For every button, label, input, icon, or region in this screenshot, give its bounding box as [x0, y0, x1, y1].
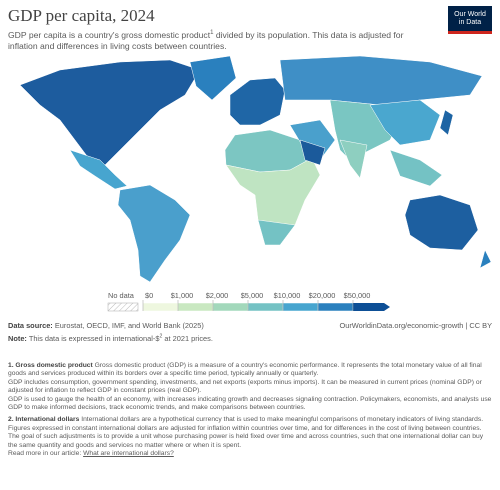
- legend-label: $2,000: [206, 291, 229, 300]
- india: [339, 139, 368, 179]
- footnote-text: International dollars are a hypothetical…: [81, 416, 484, 424]
- footnote-text: Figures expressed in constant internatio…: [8, 424, 482, 432]
- footnote-heading: 1. Gross domestic product: [8, 362, 93, 369]
- arabia: [299, 139, 326, 166]
- legend-swatch: [212, 302, 249, 312]
- footnote-text: Read more in our article:: [8, 450, 82, 458]
- logo[interactable]: Our World in Data: [448, 6, 492, 34]
- north-america: [19, 59, 201, 166]
- footnote-text: The goal of such adjustments is to provi…: [8, 433, 484, 449]
- footnote-ref: 2: [159, 333, 163, 340]
- source-label: Data source:: [8, 321, 53, 330]
- legend-label: $10,000: [274, 291, 301, 300]
- source-text: Eurostat, OECD, IMF, and World Bank (202…: [54, 321, 204, 330]
- footnote-text: GDP is used to gauge the health of an ec…: [8, 395, 492, 412]
- subtitle-text: divided by its population. This data is …: [8, 30, 404, 51]
- footnote: 1. Gross domestic product Gross domestic…: [8, 362, 492, 412]
- australia: [404, 194, 479, 251]
- legend-swatch: [317, 302, 354, 312]
- footnote-link[interactable]: What are international dollars?: [83, 450, 174, 458]
- footnote-heading: 2. International dollars: [8, 416, 80, 424]
- subtitle: GDP per capita is a country's gross dome…: [8, 30, 408, 52]
- legend-label: $1,000: [171, 291, 194, 300]
- note-text: at 2021 prices.: [162, 334, 213, 343]
- subtitle-text: GDP per capita is a country's gross dome…: [8, 30, 211, 40]
- southern-africa: [257, 219, 296, 246]
- legend: No data $0 $1,000 $2,000 $5,000 $10,000 $20,0…: [107, 291, 390, 312]
- china: [369, 99, 441, 146]
- south-america: [117, 184, 191, 283]
- url[interactable]: OurWorldinData.org/economic-growth | CC …: [339, 321, 492, 330]
- note-text: This data is expressed in international-…: [28, 334, 160, 343]
- legend-swatch: [142, 302, 179, 312]
- legend-label: $50,000: [344, 291, 371, 300]
- no-data-swatch: [107, 302, 139, 312]
- no-data-label: No data: [108, 291, 135, 300]
- footnotes: 1. Gross domestic product Gross domestic…: [8, 362, 492, 462]
- title: GDP per capita, 2024: [8, 6, 155, 25]
- footnote-text: GDP includes consumption, government spe…: [8, 378, 482, 395]
- countries: [19, 55, 492, 283]
- legend-swatch: [247, 302, 284, 312]
- central-america: [69, 149, 128, 190]
- note-label: Note:: [8, 334, 27, 343]
- legend-swatch: [353, 303, 390, 311]
- legend-swatch: [282, 302, 319, 312]
- legend-label: $20,000: [309, 291, 336, 300]
- map: No data $0 $1,000 $2,000 $5,000 $10,000 $20,0…: [19, 55, 492, 312]
- note: Note: This data is expressed in internat…: [8, 334, 213, 343]
- europe: [229, 77, 286, 126]
- footnote-ref: 1: [210, 30, 214, 37]
- legend-label: $0: [145, 291, 153, 300]
- legend-label: $5,000: [241, 291, 264, 300]
- footnote: 2. International dollars International d…: [8, 416, 492, 458]
- footnote-text: Gross domestic product (GDP) is a measur…: [8, 362, 482, 378]
- russia: [279, 55, 483, 106]
- legend-swatch: [177, 302, 214, 312]
- japan: [439, 109, 454, 136]
- logo-text: Our World: [454, 11, 486, 18]
- new-zealand: [479, 249, 492, 269]
- greenland: [189, 55, 237, 101]
- source: Data source: Eurostat, OECD, IMF, and Wo…: [8, 321, 204, 330]
- logo-text: in Data: [458, 19, 482, 26]
- southeast-asia: [389, 149, 443, 187]
